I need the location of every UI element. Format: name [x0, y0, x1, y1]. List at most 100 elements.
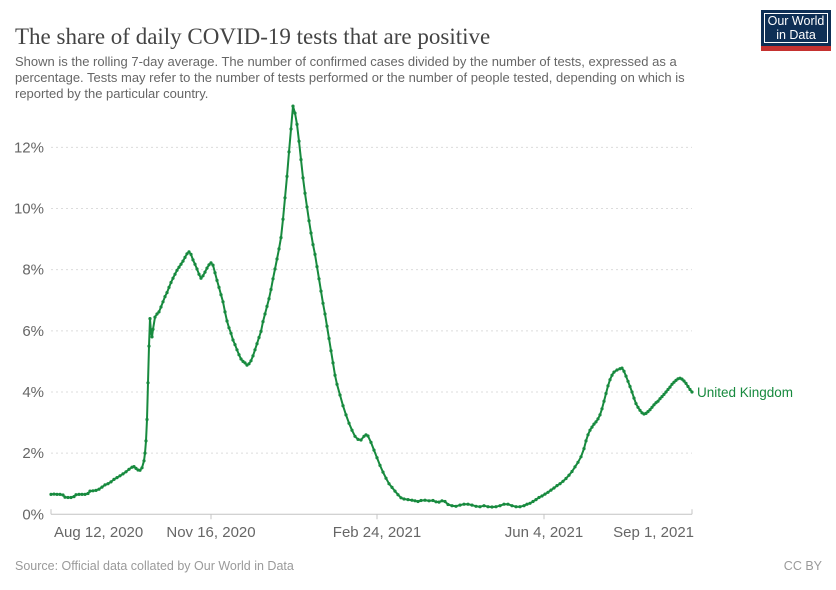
series-marker: [466, 502, 470, 506]
series-marker: [531, 499, 535, 504]
series-marker: [171, 276, 175, 280]
series-marker: [413, 499, 417, 503]
series-marker: [506, 502, 510, 506]
chart-subtitle: Shown is the rolling 7-day average. The …: [15, 54, 685, 102]
series-marker: [372, 448, 376, 452]
series-marker: [652, 403, 656, 407]
series-marker: [474, 504, 478, 508]
y-tick-label: 2%: [22, 445, 44, 462]
series-marker: [596, 417, 600, 421]
series-marker: [83, 492, 87, 496]
series-marker: [315, 265, 319, 269]
series-marker: [233, 343, 237, 347]
series-marker: [666, 387, 670, 392]
series-marker: [257, 335, 261, 340]
series-marker: [434, 500, 438, 504]
series-marker: [148, 317, 152, 321]
series-marker: [486, 505, 490, 509]
series-line-united-kingdom[interactable]: [50, 105, 693, 508]
series-marker: [586, 433, 590, 437]
series-marker: [63, 495, 67, 499]
series-marker: [359, 438, 363, 442]
series-marker: [670, 382, 674, 386]
series-marker: [281, 217, 285, 221]
series-marker: [271, 277, 275, 281]
series-marker: [558, 482, 562, 486]
series-marker: [77, 492, 81, 496]
owid-logo-text: Our World in Data: [767, 14, 825, 42]
series-marker: [165, 291, 169, 295]
series-marker: [410, 498, 414, 502]
series-marker: [393, 489, 397, 493]
series-marker: [604, 391, 608, 396]
series-marker: [157, 310, 161, 314]
series-marker: [656, 399, 660, 403]
series-marker: [646, 410, 650, 414]
source-note: Source: Official data collated by Our Wo…: [15, 559, 294, 573]
y-tick-label: 8%: [22, 262, 44, 279]
series-marker: [293, 111, 297, 115]
series-marker: [668, 385, 672, 389]
series-marker: [193, 262, 197, 266]
series-marker: [323, 312, 327, 316]
series-marker: [183, 255, 187, 259]
series-marker: [199, 276, 203, 280]
series-marker: [347, 421, 351, 425]
series-marker: [267, 297, 271, 301]
series-marker: [648, 408, 652, 412]
series-marker: [423, 498, 427, 502]
series-marker: [686, 384, 690, 389]
series-marker: [86, 491, 90, 496]
series-marker: [522, 504, 526, 508]
series-marker: [482, 504, 486, 508]
series-marker: [317, 277, 321, 281]
series-marker: [650, 405, 654, 409]
series-marker: [175, 268, 179, 272]
series-marker: [215, 278, 219, 282]
series-marker: [528, 501, 532, 505]
series-marker: [243, 361, 247, 365]
series-marker: [543, 492, 547, 496]
series-marker: [478, 505, 482, 509]
series-label-united-kingdom[interactable]: United Kingdom: [697, 385, 794, 400]
series-marker: [80, 492, 84, 496]
series-marker: [573, 465, 577, 469]
series-marker: [612, 370, 616, 374]
series-marker: [239, 357, 243, 361]
series-marker: [636, 405, 640, 409]
series-marker: [356, 437, 360, 441]
series-marker: [103, 483, 107, 487]
series-marker: [416, 499, 420, 504]
series-marker: [582, 447, 586, 451]
series-marker: [112, 477, 116, 481]
series-marker: [537, 495, 541, 500]
series-marker: [540, 494, 544, 498]
series-marker: [197, 272, 201, 276]
series-marker: [514, 505, 518, 509]
series-marker: [437, 500, 441, 504]
series-marker: [221, 300, 225, 304]
series-marker: [72, 495, 76, 499]
series-marker: [561, 479, 565, 483]
series-marker: [285, 174, 289, 178]
series-marker: [247, 362, 251, 366]
series-marker: [598, 413, 602, 417]
series-marker: [207, 263, 211, 267]
series-marker: [69, 495, 73, 500]
series-marker: [209, 261, 213, 265]
series-marker: [191, 258, 195, 262]
series-marker: [319, 289, 323, 293]
license-link[interactable]: CC BY: [783, 559, 822, 573]
series-marker: [344, 413, 348, 417]
series-marker: [52, 492, 56, 496]
series-marker: [289, 127, 293, 131]
series-marker: [161, 300, 165, 304]
x-tick-label: Sep 1, 2021: [613, 524, 694, 541]
series-marker: [173, 272, 177, 276]
series-marker: [255, 342, 259, 346]
series-marker: [584, 439, 588, 443]
series-marker: [555, 484, 559, 488]
series-marker: [249, 359, 253, 363]
series-marker: [684, 381, 688, 385]
